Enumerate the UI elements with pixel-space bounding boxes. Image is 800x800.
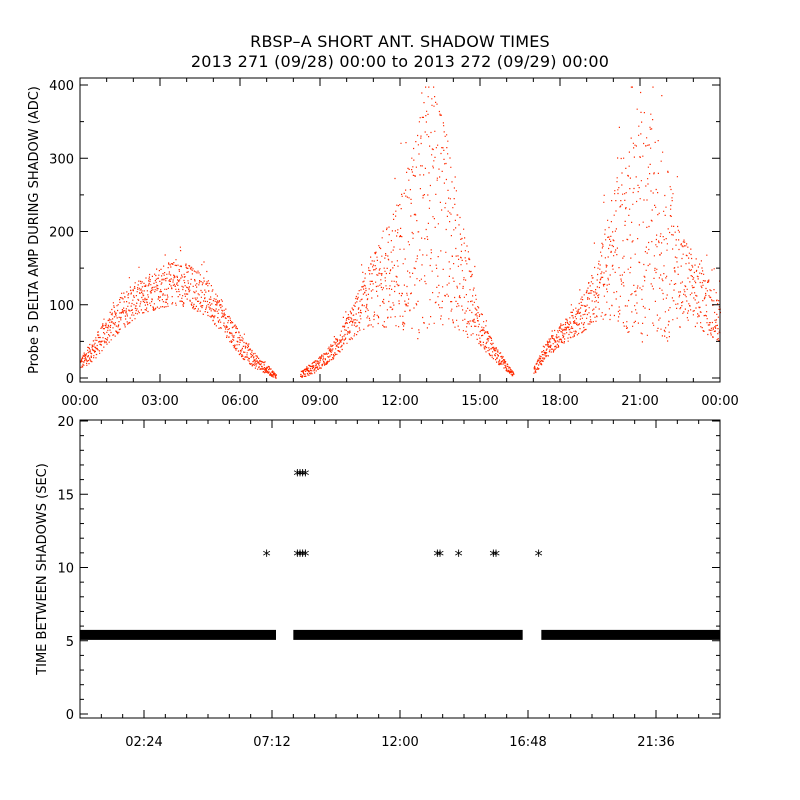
bottom-panel-ticks: 02:24 07:12 12:00 16:48 21:36 0 5 10 15 20 — [57, 415, 720, 750]
asterisk-marker: * — [293, 465, 301, 484]
x-tick-label: 21:36 — [637, 735, 674, 750]
y-tick-label: 10 — [57, 562, 74, 577]
asterisk-marker: * — [535, 546, 543, 565]
y-tick-label: 5 — [66, 635, 74, 650]
y-tick-label: 15 — [57, 488, 74, 503]
x-tick-label: 06:00 — [221, 394, 258, 409]
data-point-cloud — [80, 86, 721, 379]
x-tick-label: 12:00 — [381, 394, 418, 409]
x-tick-label: 02:24 — [125, 735, 162, 750]
y-tick-label: 400 — [49, 79, 74, 94]
y-tick-label: 200 — [49, 226, 74, 241]
x-tick-label: 18:00 — [541, 394, 578, 409]
bottom-panel: * ********** * ** * 02:24 07:12 12:00 16:48 21:3… — [35, 415, 721, 750]
asterisk-marker: * — [296, 546, 304, 565]
top-panel-frame — [79, 77, 721, 383]
chart-title: RBSP–A SHORT ANT. SHADOW TIMES — [250, 32, 550, 51]
bottom-panel-frame — [79, 419, 721, 719]
asterisk-marker: * — [301, 546, 309, 565]
y-tick-label: 0 — [66, 372, 74, 387]
interval-band — [293, 629, 523, 640]
top-panel-y-axis-label: Probe 5 DELTA AMP DURING SHADOW (ADC) — [27, 86, 42, 374]
x-tick-label: 16:48 — [509, 735, 546, 750]
interval-band — [80, 629, 276, 640]
bottom-panel-points: * ********** * ** * — [263, 465, 543, 565]
top-panel: 00:00 03:00 06:00 09:00 12:00 15:00 18:00 21:00… — [27, 77, 739, 409]
x-tick-label: 21:00 — [621, 394, 658, 409]
asterisk-marker: * — [492, 546, 500, 565]
x-tick-label: 03:00 — [141, 394, 178, 409]
y-tick-label: 0 — [66, 708, 74, 723]
bottom-panel-y-axis-label: TIME BETWEEN SHADOWS (SEC) — [35, 463, 50, 676]
asterisk-marker: * — [436, 546, 444, 565]
y-tick-label: 100 — [49, 299, 74, 314]
asterisk-marker: * — [301, 465, 309, 484]
x-tick-label: 12:00 — [381, 735, 418, 750]
asterisk-marker: * — [299, 546, 307, 565]
chart-subtitle: 2013 271 (09/28) 00:00 to 2013 272 (09/2… — [190, 52, 610, 71]
asterisk-marker: * — [263, 546, 271, 565]
y-tick-label: 20 — [57, 415, 74, 430]
x-tick-label: 09:00 — [301, 394, 338, 409]
top-panel-points — [80, 86, 721, 379]
y-tick-label: 300 — [49, 152, 74, 167]
x-tick-label: 15:00 — [461, 394, 498, 409]
asterisk-marker: * — [489, 546, 497, 565]
x-tick-label: 00:00 — [61, 394, 98, 409]
bottom-panel-bands — [80, 629, 720, 640]
asterisk-marker: * — [433, 546, 441, 565]
asterisk-marker: * — [296, 465, 304, 484]
x-tick-label: 07:12 — [253, 735, 290, 750]
asterisk-marker: * — [455, 546, 463, 565]
asterisk-marker: * — [299, 465, 307, 484]
interval-band — [541, 629, 720, 640]
x-tick-label: 00:00 — [701, 394, 738, 409]
top-panel-ticks: 00:00 03:00 06:00 09:00 12:00 15:00 18:00 21:00… — [49, 78, 739, 409]
asterisk-marker: * — [293, 546, 301, 565]
